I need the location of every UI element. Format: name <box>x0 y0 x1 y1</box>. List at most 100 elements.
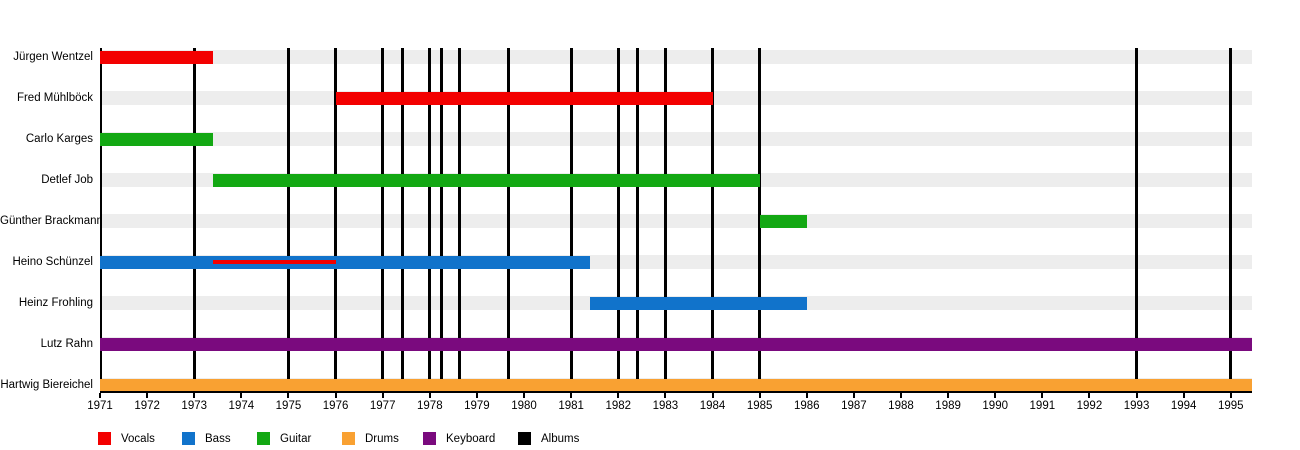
x-axis-tick <box>1041 393 1044 398</box>
member-bar-guitar <box>759 214 807 228</box>
x-axis-tick <box>475 393 478 398</box>
x-axis-tick <box>570 393 573 398</box>
row-background-stripe <box>100 214 1252 228</box>
album-release-line <box>192 48 196 391</box>
album-release-line <box>663 48 667 391</box>
x-axis-tick <box>1182 393 1185 398</box>
x-axis-tick <box>899 393 902 398</box>
x-axis-year-label: 1974 <box>228 400 255 412</box>
album-release-line <box>334 48 338 391</box>
album-release-line <box>507 48 510 391</box>
member-bar-guitar <box>100 132 214 146</box>
x-axis-year-label: 1973 <box>181 400 208 412</box>
x-axis-tick <box>947 393 950 398</box>
x-axis-year-label: 1994 <box>1170 400 1197 412</box>
legend-label: Keyboard <box>446 432 496 445</box>
album-release-line <box>616 48 620 391</box>
album-release-line <box>458 48 462 391</box>
member-name-label: Detlef Job <box>41 174 93 186</box>
album-release-line <box>286 48 290 391</box>
legend-label: Vocals <box>121 432 155 445</box>
x-axis-year-label: 1984 <box>699 400 726 412</box>
legend-item-drums: Drums <box>342 432 399 445</box>
member-bar-drums <box>100 378 1252 392</box>
x-axis-year-label: 1990 <box>982 400 1008 412</box>
legend-label: Bass <box>205 432 231 445</box>
x-axis-year-label: 1976 <box>322 400 349 412</box>
x-axis-tick <box>381 393 384 398</box>
album-release-line <box>428 48 432 391</box>
x-axis-tick <box>287 393 290 398</box>
x-axis-tick <box>805 393 808 398</box>
legend-label: Drums <box>365 432 399 445</box>
x-axis-year-label: 1978 <box>417 400 443 412</box>
album-release-line <box>401 48 405 391</box>
member-name-label: Jürgen Wentzel <box>13 51 93 63</box>
member-bar-vocals <box>335 91 713 105</box>
album-release-line <box>1135 48 1139 391</box>
member-name-label: Carlo Karges <box>25 133 93 145</box>
x-axis-line <box>100 391 1252 393</box>
member-bar-keyboard <box>100 337 1252 351</box>
legend-label: Guitar <box>280 432 312 445</box>
y-axis-line <box>100 48 102 391</box>
x-axis-year-label: 1975 <box>275 400 302 412</box>
legend-item-vocals: Vocals <box>98 432 155 445</box>
member-bar-bass <box>100 255 590 269</box>
legend-item-guitar: Guitar <box>257 432 311 445</box>
x-axis-year-label: 1980 <box>511 400 537 412</box>
row-background-stripe <box>100 50 1252 64</box>
member-name-label: Günther Brackmann <box>0 215 103 227</box>
member-name-label: Heino Schünzel <box>12 256 93 268</box>
x-axis-year-label: 1993 <box>1123 400 1150 412</box>
legend-label: Albums <box>541 432 580 445</box>
x-axis-year-label: 1982 <box>605 400 632 412</box>
x-axis-year-label: 1981 <box>558 400 584 412</box>
x-axis-year-label: 1992 <box>1076 400 1103 412</box>
x-axis-tick <box>193 393 196 398</box>
x-axis-year-label: 1972 <box>134 400 160 412</box>
album-release-line <box>569 48 573 391</box>
member-name-label: Heinz Frohling <box>18 297 93 309</box>
legend-swatch-albums <box>518 432 531 445</box>
x-axis-tick <box>994 393 997 398</box>
x-axis-year-label: 1987 <box>841 400 867 412</box>
member-name-label: Fred Mühlböck <box>16 92 93 104</box>
album-release-line <box>636 48 640 391</box>
legend-swatch-vocals <box>98 432 111 445</box>
member-bar-vocals <box>213 260 336 264</box>
x-axis-tick <box>1135 393 1138 398</box>
x-axis-tick <box>617 393 620 398</box>
timeline-plot-area <box>100 48 1252 392</box>
x-axis-year-label: 1989 <box>935 400 961 412</box>
x-axis-tick <box>523 393 526 398</box>
album-release-line <box>1229 48 1233 391</box>
x-axis-tick <box>758 393 761 398</box>
legend-item-albums: Albums <box>518 432 579 445</box>
x-axis-tick <box>664 393 667 398</box>
album-release-line <box>711 48 714 391</box>
legend-swatch-bass <box>182 432 195 445</box>
x-axis-tick <box>334 393 337 398</box>
x-axis-year-label: 1991 <box>1029 400 1056 412</box>
x-axis-tick <box>146 393 149 398</box>
x-axis-tick <box>1229 393 1232 398</box>
member-bar-vocals <box>100 50 214 64</box>
legend-swatch-keyboard <box>423 432 436 445</box>
legend-item-bass: Bass <box>182 432 231 445</box>
album-release-line <box>381 48 385 391</box>
member-bar-guitar <box>213 173 760 187</box>
x-axis-tick <box>240 393 243 398</box>
x-axis-tick <box>1088 393 1091 398</box>
x-axis-year-label: 1995 <box>1218 400 1244 412</box>
legend-swatch-guitar <box>257 432 270 445</box>
x-axis-year-label: 1985 <box>746 400 773 412</box>
album-release-line <box>440 48 444 391</box>
legend-item-keyboard: Keyboard <box>423 432 495 445</box>
legend-swatch-drums <box>342 432 355 445</box>
row-background-stripe <box>100 132 1252 146</box>
x-axis-tick <box>711 393 714 398</box>
x-axis-tick <box>852 393 855 398</box>
x-axis-year-label: 1988 <box>888 400 914 412</box>
member-name-label: Hartwig Biereichel <box>0 379 93 391</box>
